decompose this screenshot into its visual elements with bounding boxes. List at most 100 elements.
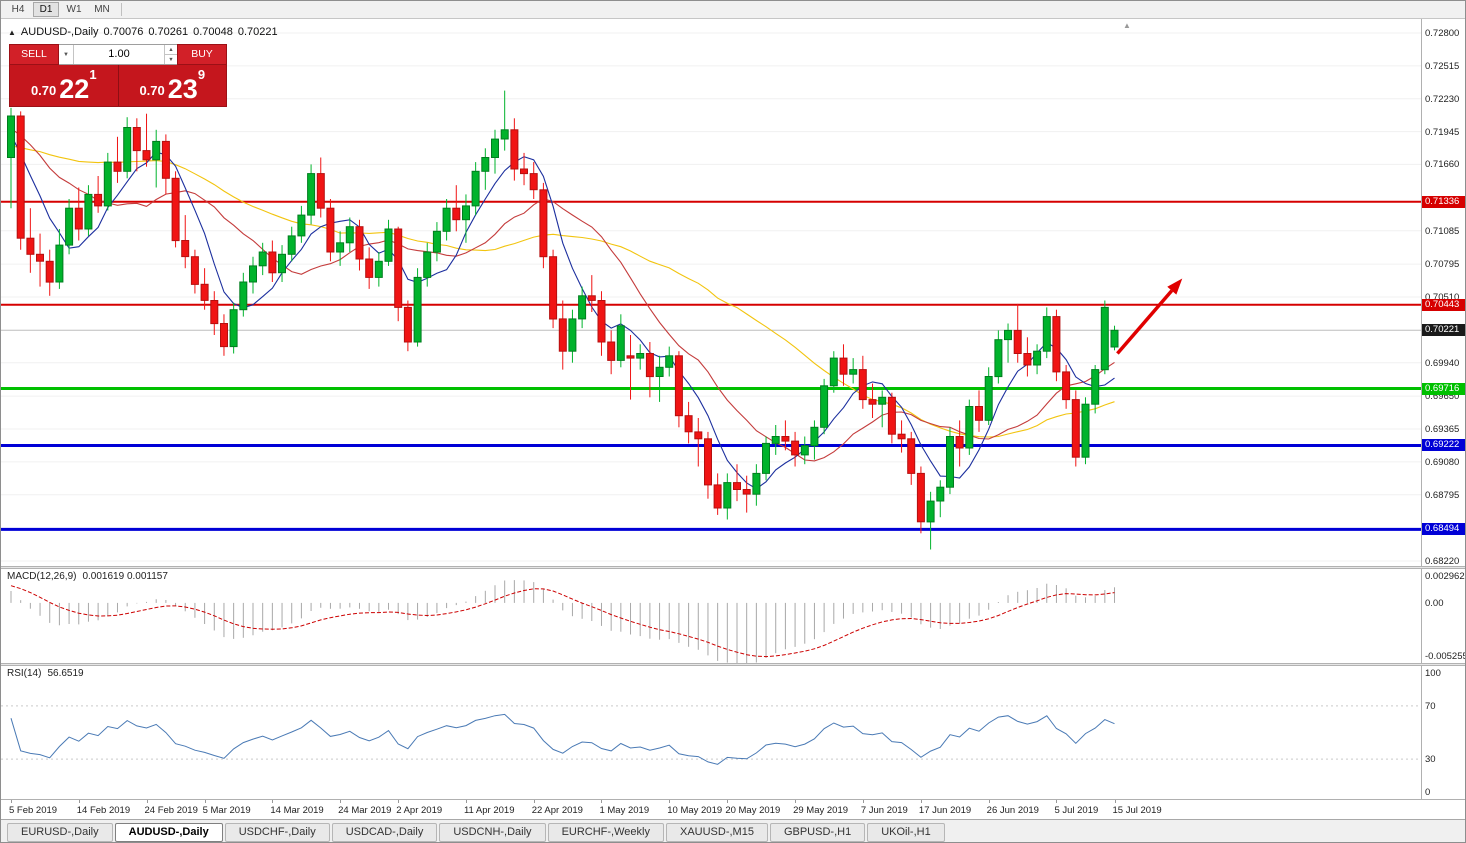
chart-tab[interactable]: XAUUSD-,M15	[665, 822, 768, 842]
chart-open-value: 0.70076	[103, 26, 144, 38]
bid-point: 1	[89, 67, 97, 82]
time-axis-tick	[204, 800, 206, 803]
date-label: 15 Jul 2019	[1112, 805, 1162, 816]
buy-button[interactable]: BUY	[177, 44, 227, 65]
time-axis-tick	[533, 800, 535, 803]
time-axis-tick	[669, 800, 671, 803]
price-tick-label: 0.71660	[1425, 159, 1460, 171]
chart-tab[interactable]: AUDUSD-,Daily	[114, 822, 223, 842]
price-tick-label: 0.68795	[1425, 489, 1460, 501]
rsi-axis-label: 70	[1425, 700, 1436, 712]
hline-price-label: 0.69222	[1422, 439, 1465, 452]
time-axis[interactable]: 5 Feb 2019 14 Feb 2019 24 Feb 2019 5 Mar 20…	[1, 799, 1465, 819]
volume-increase-icon[interactable]: ▲	[168, 46, 174, 53]
macd-axis[interactable]: 0.002962 0.00 -0.005255	[1422, 569, 1466, 663]
chart-low-value: 0.70048	[193, 26, 233, 38]
price-tick-label: 0.68220	[1425, 556, 1460, 566]
sell-button[interactable]: SELL	[9, 44, 59, 65]
panel-divider[interactable]	[1, 566, 1465, 569]
volume-input[interactable]: 1.00	[108, 48, 130, 60]
chart-tab[interactable]: USDCHF-,Daily	[224, 822, 330, 842]
rsi-axis[interactable]: 100 70 30 0	[1422, 666, 1465, 799]
date-label: 17 Jun 2019	[918, 805, 972, 816]
main-chart-panel[interactable]: ▲ AUDUSD-,Daily 0.70076 0.70261 0.70048 …	[1, 19, 1422, 566]
one-click-toggle-icon[interactable]: ▲	[8, 27, 16, 37]
ask-price-display[interactable]: 0.70 23 9	[119, 65, 227, 106]
ask-point: 9	[197, 67, 206, 82]
price-tick-label: 0.69650	[1425, 391, 1460, 403]
rsi-axis-label: 100	[1425, 668, 1441, 679]
ask-prefix: 0.70	[139, 83, 165, 98]
hline-price-label: 0.70443	[1422, 298, 1465, 311]
chart-symbol-label: AUDUSD-,Daily	[20, 26, 99, 38]
rsi-chart-canvas[interactable]	[1, 666, 1422, 799]
price-tick-label: 0.71085	[1425, 225, 1460, 237]
bid-pips: 22	[59, 74, 90, 104]
date-label: 5 Mar 2019	[202, 805, 251, 816]
date-label: 2 Apr 2019	[396, 805, 443, 816]
macd-chart-canvas[interactable]	[1, 569, 1422, 663]
rsi-axis-label: 30	[1425, 754, 1436, 766]
price-tick-label: 0.69940	[1425, 357, 1460, 369]
timeframe-button-mn[interactable]: MN	[94, 4, 110, 15]
date-label: 26 Jun 2019	[986, 805, 1039, 816]
time-axis-tick	[1114, 800, 1116, 803]
price-tick-label: 0.72800	[1425, 28, 1460, 39]
price-tick-label: 0.72515	[1425, 60, 1460, 72]
candlestick-chart-canvas[interactable]	[1, 19, 1422, 566]
rsi-value: 56.6519	[47, 668, 84, 679]
date-label: 20 May 2019	[725, 805, 781, 816]
chart-title: ▲ AUDUSD-,Daily 0.70076 0.70261 0.70048 …	[8, 26, 278, 38]
timeframe-button-h4[interactable]: H4	[11, 4, 25, 15]
macd-axis-top: 0.002962	[1425, 571, 1465, 582]
chart-tab[interactable]: UKOil-,H1	[867, 822, 945, 842]
toolbar-separator	[121, 3, 122, 16]
timeframe-toolbar: H4 D1 W1 MN	[1, 1, 1465, 19]
chart-tab[interactable]: EURCHF-,Weekly	[547, 822, 664, 842]
date-label: 24 Feb 2019	[144, 805, 198, 816]
volume-stepper: ▲ ▼	[164, 45, 177, 64]
time-axis-tick	[465, 800, 467, 803]
price-axis[interactable]: 0.72800 0.72515 0.72230 0.71945 0.71660 0.710…	[1422, 19, 1465, 566]
timeframe-button-d1[interactable]: D1	[33, 2, 59, 17]
time-axis-tick	[272, 800, 274, 803]
date-label: 1 May 2019	[599, 805, 650, 816]
chart-tab[interactable]: GBPUSD-,H1	[769, 822, 866, 842]
current-price-label: 0.70221	[1422, 324, 1465, 337]
price-tick-label: 0.69365	[1425, 424, 1460, 435]
price-tick-label: 0.72230	[1425, 93, 1460, 105]
price-tick-label: 0.70510	[1425, 292, 1460, 303]
timeframe-button-w1[interactable]: W1	[66, 4, 82, 15]
chart-shift-marker-icon[interactable]: ▲	[1123, 21, 1131, 30]
macd-label: MACD(12,26,9) 0.001619 0.001157	[7, 571, 168, 582]
ask-pips: 23	[167, 74, 198, 104]
time-axis-tick	[795, 800, 797, 803]
chart-tab[interactable]: EURUSD-,Daily	[7, 822, 113, 842]
macd-axis-bottom: -0.005255	[1425, 651, 1466, 662]
chart-tab[interactable]: USDCAD-,Daily	[331, 822, 438, 842]
time-axis-tick	[11, 800, 12, 803]
date-label: 14 Mar 2019	[270, 805, 324, 816]
bid-price-display[interactable]: 0.70 22 1	[10, 65, 119, 106]
chart-tab[interactable]: USDCNH-,Daily	[439, 822, 546, 842]
rsi-name: RSI(14)	[7, 668, 42, 679]
rsi-indicator-panel[interactable]: RSI(14) 56.6519	[1, 666, 1422, 799]
price-tick-label: 0.71945	[1425, 126, 1460, 138]
panel-divider[interactable]	[1, 663, 1465, 666]
time-axis-tick	[862, 800, 864, 803]
date-label: 5 Jul 2019	[1054, 805, 1099, 816]
time-axis-tick	[988, 800, 990, 803]
volume-dropdown-icon[interactable]: ▼	[59, 45, 74, 64]
time-axis-tick	[78, 800, 80, 803]
date-label: 10 May 2019	[667, 805, 723, 816]
hline-price-label: 0.69716	[1422, 382, 1465, 395]
time-axis-tick	[920, 800, 922, 803]
volume-decrease-icon[interactable]: ▼	[165, 54, 177, 64]
one-click-trading-panel: SELL ▼ 1.00 ▲ ▼ BUY 0.70 22 1	[9, 44, 227, 107]
macd-axis-zero: 0.00	[1425, 597, 1444, 609]
volume-field[interactable]: ▼ 1.00 ▲ ▼	[59, 44, 177, 65]
price-tick-label: 0.70795	[1425, 259, 1460, 271]
hline-price-label: 0.68494	[1422, 523, 1465, 536]
macd-indicator-panel[interactable]: MACD(12,26,9) 0.001619 0.001157	[1, 569, 1422, 663]
rsi-label: RSI(14) 56.6519	[7, 668, 84, 679]
